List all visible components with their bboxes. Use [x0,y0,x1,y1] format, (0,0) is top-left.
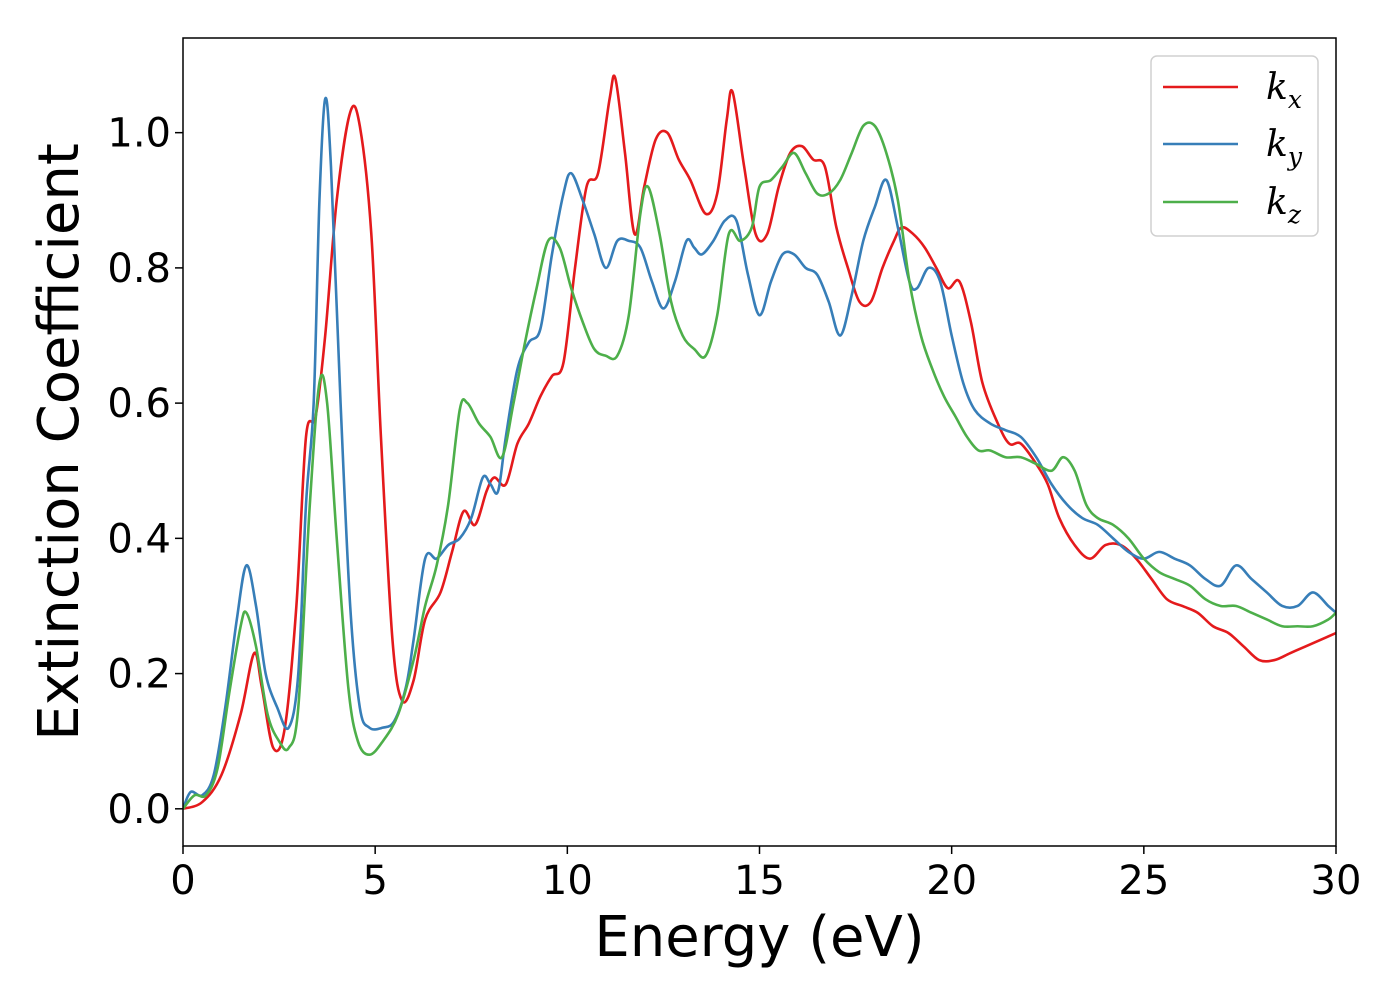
legend-label-y: ky [1266,124,1303,171]
x-tick-label: 20 [926,858,977,904]
y-axis-ticks: 0.0 0.2 0.4 0.6 0.8 1.0 [107,111,183,833]
y-tick-label: 0.0 [107,787,171,833]
y-tick-label: 0.6 [107,381,171,427]
series-layer [183,74,1336,811]
x-axis-ticks: 0 5 10 15 20 25 30 [170,846,1361,904]
x-tick-label: 0 [170,858,195,904]
x-tick-label: 30 [1311,858,1362,904]
x-axis-label: Energy (eV) [594,905,924,970]
x-tick-label: 15 [734,858,785,904]
legend-items: kx ky kz [1163,67,1303,229]
y-tick-label: 1.0 [107,111,171,157]
y-tick-label: 0.2 [107,652,171,698]
x-tick-label: 25 [1118,858,1169,904]
legend-label-x: kx [1266,67,1302,114]
y-tick-label: 0.4 [107,516,171,562]
legend: kx ky kz [1150,55,1319,237]
series-line-x [183,74,1336,811]
y-tick-label: 0.8 [107,246,171,292]
legend-label-z: kz [1266,182,1302,229]
legend-box [1150,55,1319,237]
y-axis-label: Extinction Coefficient [27,143,92,741]
x-tick-label: 10 [542,858,593,904]
x-tick-label: 5 [362,858,387,904]
series-line-y [183,96,1336,811]
series-line-z [183,121,1336,811]
